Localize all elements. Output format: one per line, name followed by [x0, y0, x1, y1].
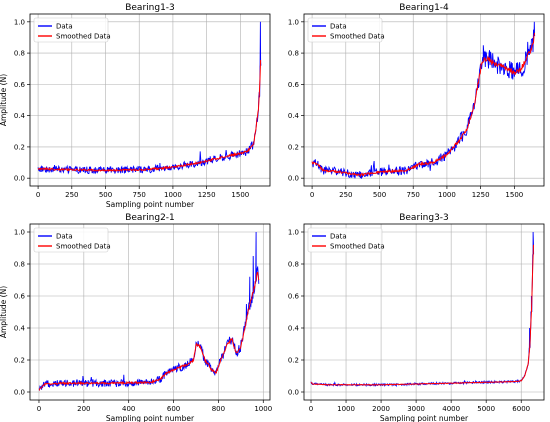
legend-label: Data — [56, 233, 73, 241]
legend-label: Data — [330, 233, 347, 241]
legend: Data Smoothed Data — [307, 227, 385, 253]
x-tick-label: 1250 — [472, 191, 490, 199]
y-tick-label: 1.0 — [288, 229, 299, 237]
y-tick-label: 0.6 — [14, 81, 26, 89]
y-axis-label: Amplitude (N) — [0, 74, 8, 126]
x-tick-label: 4000 — [442, 405, 460, 413]
x-tick-label: 250 — [339, 191, 352, 199]
x-tick-label: 1000 — [254, 405, 272, 413]
x-axis-label: Sampling point number — [106, 414, 195, 422]
x-tick-label: 0 — [36, 191, 40, 199]
y-tick-label: 0.2 — [288, 357, 299, 365]
y-tick-label: 0.6 — [14, 293, 26, 301]
y-tick-label: 0.8 — [288, 261, 299, 269]
y-tick-label: 1.0 — [14, 229, 25, 237]
x-tick-label: 6000 — [512, 405, 530, 413]
chart-panel-1: 0 250 500 750 1000 1250 1500 0.0 0.2 0.4 0.6 0.8 1.0… — [0, 3, 271, 209]
plot-frame — [303, 223, 545, 401]
x-tick-label: 0 — [310, 191, 314, 199]
x-tick-label: 5000 — [477, 405, 495, 413]
x-tick-label: 200 — [77, 405, 90, 413]
plot-frame — [29, 13, 271, 187]
series-line-smoothed — [310, 244, 534, 386]
chart-title: Bearing1-3 — [125, 3, 175, 13]
x-tick-label: 1500 — [505, 191, 523, 199]
legend-label: Smoothed Data — [330, 243, 385, 251]
legend-label: Smoothed Data — [330, 33, 385, 41]
x-tick-label: 500 — [99, 191, 112, 199]
y-axis-label: Amplitude (N) — [0, 286, 8, 338]
x-tick-label: 0 — [309, 405, 313, 413]
x-tick-label: 1000 — [337, 405, 355, 413]
y-tick-label: 0.6 — [288, 81, 300, 89]
legend-label: Data — [56, 23, 73, 31]
y-tick-label: 0.2 — [14, 357, 25, 365]
y-tick-label: 0.4 — [288, 112, 300, 120]
x-tick-label: 1250 — [198, 191, 216, 199]
x-tick-label: 1000 — [438, 191, 456, 199]
legend-label: Smoothed Data — [56, 33, 111, 41]
y-tick-label: 0.8 — [14, 261, 25, 269]
y-tick-label: 0.0 — [288, 389, 299, 397]
series-line-data — [37, 21, 262, 175]
legend: Data Smoothed Data — [307, 17, 385, 43]
plot-frame — [303, 13, 545, 187]
x-tick-label: 400 — [122, 405, 135, 413]
x-tick-label: 600 — [167, 405, 180, 413]
y-tick-label: 0.8 — [288, 50, 299, 58]
series-line-data — [311, 21, 536, 179]
chart-panel-3: 0 200 400 600 800 1000 0.0 0.2 0.4 0.6 0.8 1.0 Beari… — [0, 213, 272, 422]
y-tick-label: 0.4 — [14, 112, 26, 120]
x-tick-label: 1000 — [164, 191, 182, 199]
x-tick-label: 0 — [37, 405, 41, 413]
y-tick-label: 0.2 — [14, 143, 25, 151]
series-line-smoothed — [311, 32, 536, 178]
y-tick-label: 0.2 — [288, 143, 299, 151]
series-line-data — [310, 231, 535, 388]
x-tick-label: 2000 — [372, 405, 390, 413]
legend: Data Smoothed Data — [33, 227, 111, 253]
y-tick-label: 0.8 — [14, 50, 25, 58]
x-tick-label: 250 — [65, 191, 78, 199]
y-tick-label: 1.0 — [14, 18, 25, 26]
y-tick-label: 0.0 — [288, 175, 299, 183]
legend-label: Data — [330, 23, 347, 31]
x-tick-label: 3000 — [407, 405, 425, 413]
x-tick-label: 1500 — [231, 191, 249, 199]
y-tick-label: 0.0 — [14, 389, 25, 397]
y-tick-label: 0.0 — [14, 175, 25, 183]
plot-frame — [29, 223, 271, 401]
series-line-data — [38, 231, 260, 391]
series-line-smoothed — [37, 59, 262, 173]
chart-panel-4: 0 1000 2000 3000 4000 5000 6000 0.0 0.2 0.4 0.6 0.8… — [288, 213, 545, 422]
chart-panel-2: 0 250 500 750 1000 1250 1500 0.0 0.2 0.4 0.6 0.8 1.0… — [288, 3, 545, 199]
chart-title: Bearing2-1 — [125, 213, 175, 223]
y-tick-label: 1.0 — [288, 18, 299, 26]
y-tick-label: 0.4 — [14, 325, 26, 333]
x-tick-label: 750 — [407, 191, 420, 199]
x-tick-label: 500 — [373, 191, 386, 199]
y-tick-label: 0.4 — [288, 325, 300, 333]
chart-title: Bearing1-4 — [399, 3, 449, 13]
legend: Data Smoothed Data — [33, 17, 111, 43]
series-line-smoothed — [38, 271, 260, 391]
chart-title: Bearing3-3 — [399, 213, 449, 223]
x-axis-label: Sampling point number — [380, 414, 469, 422]
legend-box — [307, 227, 383, 253]
legend-label: Smoothed Data — [56, 243, 111, 251]
legend-box — [33, 17, 109, 43]
x-tick-label: 800 — [212, 405, 225, 413]
legend-box — [33, 227, 109, 253]
legend-box — [307, 17, 383, 43]
x-axis-label: Sampling point number — [106, 200, 195, 209]
y-tick-label: 0.6 — [288, 293, 300, 301]
x-tick-label: 750 — [133, 191, 146, 199]
